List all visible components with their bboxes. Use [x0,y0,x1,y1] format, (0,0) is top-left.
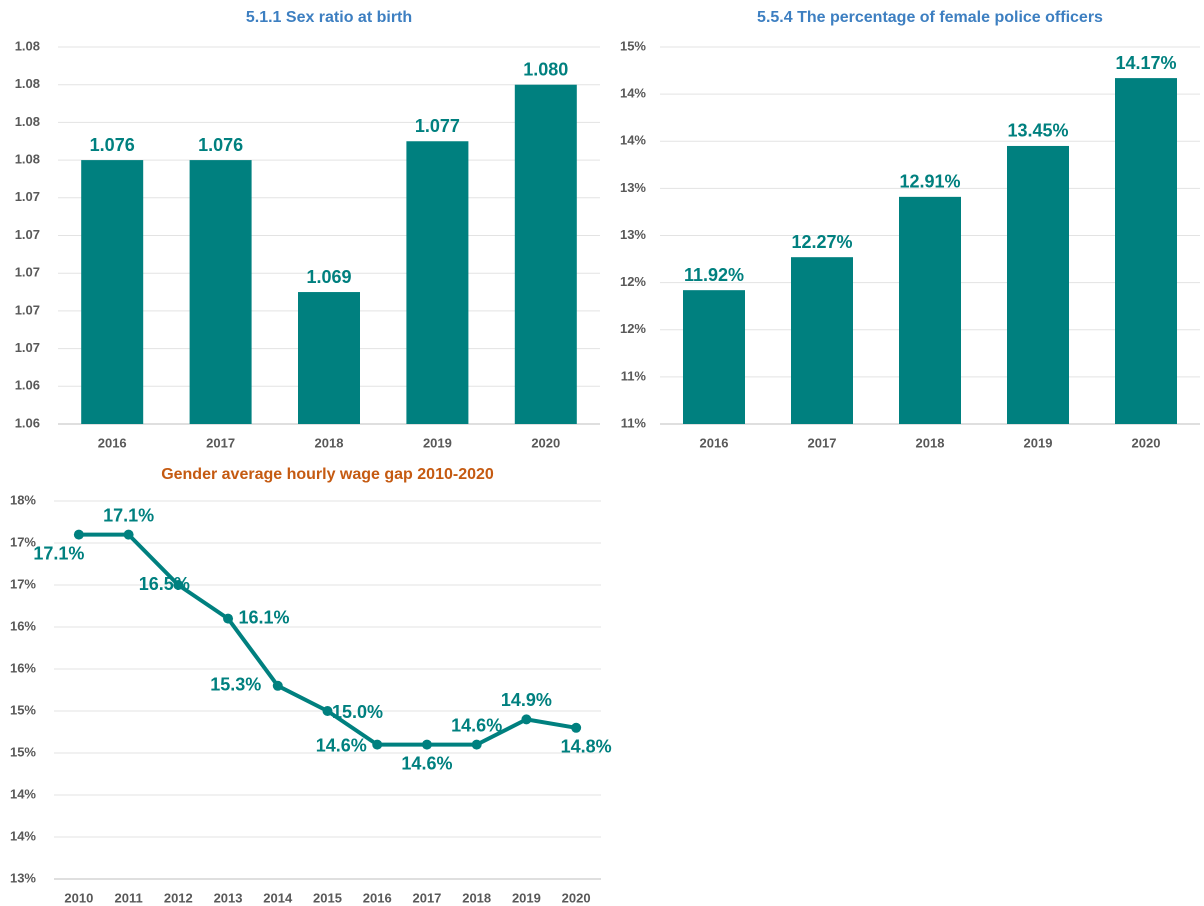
data-label: 17.1% [103,505,154,525]
data-label: 1.069 [306,267,351,287]
y-tick-label: 13% [620,227,646,242]
x-tick-label: 2016 [700,435,729,450]
x-tick-label: 2019 [1024,435,1053,450]
data-label: 15.3% [210,675,261,695]
y-tick-label: 1.06 [15,378,40,393]
data-label: 14.6% [316,735,367,755]
bar [189,160,252,424]
bar [1115,78,1177,424]
bar [899,196,961,424]
bar [1007,145,1069,424]
data-label: 14.17% [1115,53,1176,73]
x-tick-label: 2011 [114,890,142,905]
data-label: 14.6% [451,715,502,735]
y-tick-label: 11% [621,368,647,383]
x-tick-label: 2019 [512,890,541,905]
data-label: 13.45% [1007,121,1068,141]
bar [683,290,745,424]
data-label: 14.8% [561,737,612,757]
data-label: 17.1% [33,543,84,563]
bar [298,292,360,424]
x-tick-label: 2020 [562,890,591,905]
x-tick-label: 2016 [363,890,392,905]
x-tick-label: 2018 [916,435,945,450]
y-tick-label: 1.08 [15,152,40,167]
y-tick-label: 14% [620,133,646,148]
chart-title: 5.1.1 Sex ratio at birth [246,9,412,26]
y-tick-label: 14% [620,86,646,101]
x-tick-label: 2020 [1132,435,1161,450]
y-tick-label: 11% [621,415,647,430]
data-label: 16.1% [239,607,290,627]
chart-title: Gender average hourly wage gap 2010-2020 [161,466,494,483]
y-tick-label: 16% [10,660,36,675]
point [521,714,532,725]
y-tick-label: 1.08 [15,38,40,53]
chart-title: 5.5.4 The percentage of female police of… [757,9,1103,26]
y-tick-label: 15% [10,702,36,717]
point [571,722,582,733]
y-tick-label: 12% [620,274,646,289]
bar [791,257,853,424]
bar [514,84,577,424]
point [471,739,482,750]
bar [406,141,469,424]
x-tick-label: 2012 [164,890,193,905]
y-tick-label: 15% [620,38,646,53]
point [73,529,84,540]
data-label: 12.27% [791,232,852,252]
x-tick-label: 2016 [98,435,127,450]
y-tick-label: 1.07 [15,340,40,355]
point [223,613,234,624]
x-tick-label: 2020 [531,435,560,450]
y-tick-label: 14% [10,786,36,801]
y-tick-label: 1.07 [15,265,40,280]
y-tick-label: 13% [10,870,36,885]
y-tick-label: 1.08 [15,114,40,129]
y-tick-label: 14% [10,828,36,843]
y-tick-label: 15% [10,744,36,759]
data-label: 1.080 [523,59,568,79]
data-label: 14.6% [401,753,452,773]
x-tick-label: 2015 [313,890,342,905]
data-label: 11.92% [684,265,744,285]
data-label: 14.9% [501,690,552,710]
y-tick-label: 12% [620,321,646,336]
y-tick-label: 1.07 [15,189,40,204]
x-tick-label: 2017 [808,435,837,450]
data-label: 1.076 [90,135,135,155]
data-label: 16.5% [139,574,190,594]
point [173,580,184,590]
data-label: 15.0% [332,702,383,722]
x-tick-label: 2019 [423,435,452,450]
y-tick-label: 16% [10,618,36,633]
data-label: 1.076 [198,135,243,155]
x-tick-label: 2014 [263,890,293,905]
y-tick-label: 18% [10,492,36,507]
data-label: 1.077 [415,116,460,136]
x-tick-label: 2017 [412,890,441,905]
y-tick-label: 17% [10,534,36,549]
y-tick-label: 1.07 [15,302,40,317]
point [123,529,134,540]
y-tick-label: 1.07 [15,227,40,242]
data-label: 12.91% [899,172,960,192]
point [372,739,383,750]
point [272,680,283,691]
x-tick-label: 2018 [315,435,344,450]
x-tick-label: 2013 [214,890,243,905]
x-tick-label: 2018 [462,890,491,905]
point [322,706,333,716]
y-tick-label: 17% [10,576,36,591]
x-tick-label: 2010 [64,890,93,905]
x-tick-label: 2017 [206,435,235,450]
y-tick-label: 1.06 [15,415,40,430]
y-tick-label: 13% [620,180,646,195]
y-tick-label: 1.08 [15,76,40,91]
point [421,739,432,750]
bar [81,160,144,424]
